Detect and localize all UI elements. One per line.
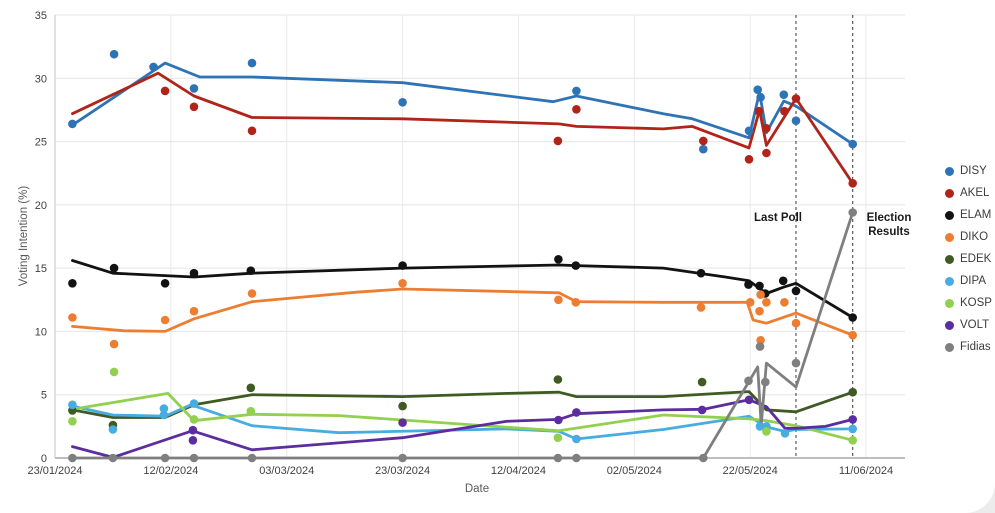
legend-item-diko: DIKO xyxy=(945,231,992,243)
svg-text:35: 35 xyxy=(35,10,47,22)
legend-item-edek: EDEK xyxy=(945,253,992,265)
legend-label: DIKO xyxy=(960,231,989,243)
svg-text:12/04/2024: 12/04/2024 xyxy=(491,465,546,477)
legend-label: DIPA xyxy=(960,275,986,287)
legend-item-disy: DISY xyxy=(945,165,992,177)
disy-series-swatch-icon xyxy=(945,166,954,176)
legend-label: VOLT xyxy=(960,319,990,331)
legend-item-volt: VOLT xyxy=(945,319,992,331)
legend-label: EDEK xyxy=(960,253,992,265)
svg-text:02/05/2024: 02/05/2024 xyxy=(607,465,662,477)
svg-text:5: 5 xyxy=(41,390,47,402)
svg-text:30: 30 xyxy=(35,73,47,85)
legend-item-elam: ELAM xyxy=(945,209,992,221)
svg-text:23/01/2024: 23/01/2024 xyxy=(27,465,82,477)
svg-text:23/03/2024: 23/03/2024 xyxy=(375,465,430,477)
kosp-series-swatch-icon xyxy=(945,298,954,308)
svg-text:10: 10 xyxy=(35,326,47,338)
election-results-label: Election Results xyxy=(866,212,912,239)
legend: DISY AKEL ELAM DIKO EDEK DIPA KOSP VOLT xyxy=(945,165,992,353)
legend-label: Fidias xyxy=(960,341,991,353)
legend-item-kosp: KOSP xyxy=(945,297,992,309)
dipa-series-swatch-icon xyxy=(945,276,954,286)
legend-label: DISY xyxy=(960,165,987,177)
legend-label: AKEL xyxy=(960,187,990,199)
svg-text:03/03/2024: 03/03/2024 xyxy=(259,465,314,477)
svg-text:15: 15 xyxy=(35,263,47,275)
elam-series-swatch-icon xyxy=(945,210,954,220)
y-axis-title: Voting Intention (%) xyxy=(18,185,30,287)
legend-label: KOSP xyxy=(960,297,992,309)
last-poll-label: Last Poll xyxy=(754,212,802,224)
legend-item-fidias: Fidias xyxy=(945,341,992,353)
legend-label: ELAM xyxy=(960,209,992,221)
akel-series-swatch-icon xyxy=(945,188,954,198)
fidias-series-swatch-icon xyxy=(945,342,954,352)
svg-text:11/06/2024: 11/06/2024 xyxy=(839,465,893,477)
svg-text:12/02/2024: 12/02/2024 xyxy=(143,465,198,477)
svg-text:0: 0 xyxy=(41,453,47,465)
legend-item-akel: AKEL xyxy=(945,187,992,199)
volt-series-swatch-icon xyxy=(945,320,954,330)
svg-text:25: 25 xyxy=(35,137,47,149)
x-axis-title: Date xyxy=(464,483,490,495)
legend-item-dipa: DIPA xyxy=(945,275,992,287)
svg-text:20: 20 xyxy=(35,200,47,212)
edek-series-swatch-icon xyxy=(945,254,954,264)
svg-text:22/05/2024: 22/05/2024 xyxy=(723,465,778,477)
diko-series-swatch-icon xyxy=(945,232,954,242)
